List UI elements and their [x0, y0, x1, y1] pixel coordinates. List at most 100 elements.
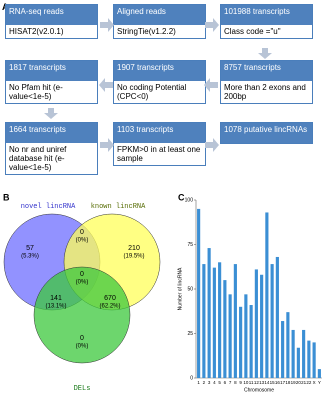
- x-tick-label: 16: [275, 380, 281, 385]
- x-tick-label: 9: [239, 380, 242, 385]
- region-count: 210: [128, 245, 140, 252]
- bar: [249, 305, 253, 378]
- x-tick-label: X: [313, 380, 316, 385]
- x-tick-label: 7: [229, 380, 232, 385]
- flow-box: 8757 transcripts More than 2 exons and 20…: [220, 60, 313, 104]
- flow-box: 1078 putative lincRNAs: [220, 122, 313, 144]
- region-percent: (13.1%): [45, 304, 66, 310]
- y-tick-label: 25: [187, 331, 193, 337]
- x-axis-label: Chromosome: [244, 387, 274, 393]
- x-tick-label: 13: [259, 380, 265, 385]
- arrow: [100, 138, 114, 152]
- x-tick-label: 15: [270, 380, 276, 385]
- x-tick-label: 18: [285, 380, 291, 385]
- y-axis-label: Number of lincRNA: [177, 267, 183, 310]
- flow-box: 1664 transcripts No nr and uniref databas…: [5, 122, 98, 175]
- arrow: [205, 18, 219, 32]
- bar: [281, 321, 285, 378]
- bar: [307, 340, 311, 378]
- box-header: 101988 transcripts: [221, 5, 312, 25]
- arrows: [44, 18, 272, 152]
- flow-box: Aligned reads StringTie(v1.2.2): [113, 4, 206, 39]
- box-header: RNA-seq reads: [6, 5, 97, 25]
- panel-label: B: [3, 192, 10, 202]
- y-tick-label: 50: [187, 286, 193, 292]
- x-tick-label: Y: [318, 380, 321, 385]
- x-tick-label: 2: [203, 380, 206, 385]
- arrow: [44, 108, 58, 119]
- box-header: 1664 transcripts: [6, 123, 97, 143]
- bar: [302, 329, 306, 378]
- box-body: Class code ="u": [224, 27, 281, 36]
- bar: [223, 280, 227, 378]
- region-count: 0: [80, 271, 84, 278]
- region-count: 670: [104, 295, 116, 302]
- x-tick-label: 19: [291, 380, 297, 385]
- x-tick-label: 4: [213, 380, 216, 385]
- bar: [244, 294, 248, 378]
- bar: [218, 262, 222, 378]
- x-tick-label: 10: [243, 380, 249, 385]
- box-header: 1907 transcripts: [114, 61, 205, 81]
- box-header: Aligned reads: [114, 5, 205, 25]
- flow-box: 101988 transcripts Class code ="u": [220, 4, 313, 39]
- set-circle: [33, 266, 131, 364]
- set-label: DELs: [74, 385, 91, 393]
- region-count: 0: [80, 229, 84, 236]
- x-tick-label: 3: [208, 380, 211, 385]
- flow-box: 1103 transcripts FPKM>0 in at least one s…: [113, 122, 206, 166]
- box-header: 1103 transcripts: [114, 123, 205, 143]
- arrow: [99, 78, 113, 92]
- box-body: StringTie(v1.2.2): [117, 27, 176, 36]
- box-header: 8757 transcripts: [221, 61, 312, 81]
- box-body: No coding Potential (CPC<0): [117, 83, 187, 101]
- box-body: FPKM>0 in at least one sample: [117, 145, 201, 163]
- bar: [317, 369, 321, 378]
- region-percent: (0%): [76, 344, 89, 350]
- box-header: 1078 putative lincRNAs: [221, 123, 312, 143]
- region-percent: (62.2%): [99, 304, 120, 310]
- region-percent: (0%): [76, 238, 89, 244]
- y-tick-label: 100: [185, 197, 194, 203]
- x-tick-label: 6: [224, 380, 227, 385]
- bar: [296, 347, 300, 378]
- set-label: novel lincRNA: [21, 203, 76, 211]
- arrow: [258, 48, 272, 59]
- bar: [270, 264, 274, 378]
- bar: [265, 212, 269, 378]
- region-count: 141: [50, 295, 62, 302]
- box-body: HISAT2(v2.0.1): [9, 27, 64, 36]
- box-header: 1817 transcripts: [6, 61, 97, 81]
- set-label: known lincRNA: [91, 203, 146, 211]
- arrow: [205, 138, 219, 152]
- bar: [286, 312, 290, 378]
- x-tick-label: 8: [234, 380, 237, 385]
- bar: [254, 269, 258, 378]
- bar: [312, 342, 316, 378]
- bar: [212, 267, 216, 378]
- region-percent: (5.3%): [21, 254, 39, 260]
- region-count: 0: [80, 335, 84, 342]
- box-body: More than 2 exons and 200bp: [224, 83, 306, 101]
- x-tick-label: 1: [197, 380, 200, 385]
- panel-label: C: [178, 192, 185, 202]
- bar: [197, 208, 201, 378]
- x-tick-label: 14: [264, 380, 270, 385]
- x-tick-label: 12: [254, 380, 260, 385]
- box-body: No nr and uniref database hit (e-value<1…: [9, 145, 67, 172]
- box-body: No Pfam hit (e-value<1e-5): [9, 83, 63, 101]
- y-tick-label: 0: [190, 375, 193, 381]
- arrow: [204, 78, 218, 92]
- venn: novel lincRNA known lincRNA DELs 57 (5.3%) 0 (…: [3, 203, 161, 393]
- bar: [233, 264, 237, 378]
- y-tick-label: 75: [187, 242, 193, 248]
- region-percent: (0%): [76, 280, 89, 286]
- bar: [239, 306, 243, 378]
- x-tick-label: 21: [301, 380, 307, 385]
- flow-box: 1907 transcripts No coding Potential (CPC…: [113, 60, 206, 104]
- x-tick-label: 5: [218, 380, 221, 385]
- x-tick-label: 11: [249, 380, 254, 385]
